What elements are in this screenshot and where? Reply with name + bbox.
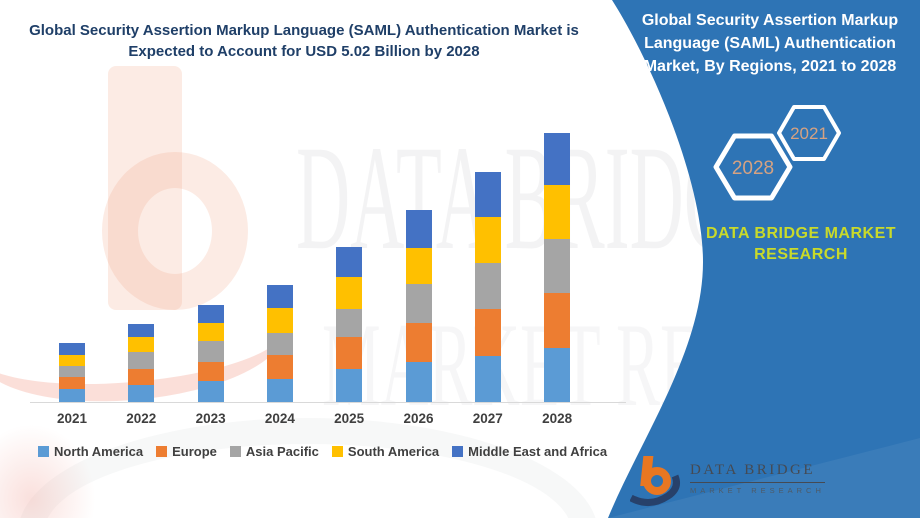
brand-name-text: DATA BRIDGE MARKET RESEARCH — [705, 225, 897, 263]
legend-label: Europe — [172, 444, 217, 459]
bar-segment-2028-middle-east-and-africa — [544, 132, 571, 186]
bar-segment-2021-europe — [59, 377, 85, 389]
legend-label: Middle East and Africa — [468, 444, 608, 459]
x-axis-label-2026: 2026 — [403, 411, 434, 426]
legend-item-north-america: North America — [38, 444, 143, 459]
hexagon-badges: 2021 2028 — [713, 105, 841, 201]
x-axis-label-2021: 2021 — [56, 411, 88, 426]
bar-segment-2022-middle-east-and-africa — [128, 324, 155, 338]
hexagon-2021 — [777, 105, 841, 161]
bar-segment-2026-north-america — [405, 362, 432, 402]
bar-segment-2023-asia-pacific — [197, 340, 224, 363]
bar-segment-2024-asia-pacific — [266, 333, 293, 356]
hex-year-2021: 2021 — [790, 124, 828, 143]
legend-swatch — [331, 446, 343, 457]
bar-segment-2028-south-america — [544, 185, 571, 240]
bar-segment-2024-north-america — [266, 378, 293, 402]
legend-item-europe: Europe — [156, 444, 217, 459]
bar-segment-2024-europe — [266, 355, 293, 379]
legend-swatch — [229, 446, 241, 457]
bar-segment-2021-south-america — [59, 355, 85, 367]
bar-segment-2024-middle-east-and-africa — [266, 285, 293, 308]
bar-segment-2027-europe — [474, 308, 501, 356]
footer-logo: DATA BRIDGE MARKET RESEARCH — [630, 450, 825, 510]
bar-segment-2027-middle-east-and-africa — [474, 171, 501, 218]
x-axis-label-2024: 2024 — [264, 411, 295, 426]
legend-swatch — [156, 446, 168, 457]
data-bridge-logo-icon — [630, 456, 680, 506]
bar-segment-2025-middle-east-and-africa — [336, 247, 363, 278]
legend-item-asia-pacific: Asia Pacific — [229, 444, 319, 459]
legend-swatch — [38, 446, 49, 457]
bar-segment-2026-south-america — [405, 247, 432, 285]
bar-segment-2025-south-america — [336, 277, 363, 309]
legend-item-middle-east-and-africa: Middle East and Africa — [452, 444, 607, 459]
chart-legend: North America Europe Asia Pacific South Ame… — [38, 444, 607, 459]
bar-segment-2025-europe — [336, 337, 363, 370]
bar-segment-2027-asia-pacific — [474, 262, 501, 309]
bar-segment-2025-north-america — [336, 369, 363, 402]
bar-segment-2023-europe — [197, 362, 224, 381]
bar-segment-2022-north-america — [128, 384, 155, 402]
bar-segment-2024-south-america — [266, 307, 293, 334]
bar-segment-2022-south-america — [128, 337, 155, 353]
bar-segment-2028-north-america — [544, 347, 571, 402]
bar-segment-2025-asia-pacific — [336, 308, 363, 338]
legend-item-south-america: South America — [331, 444, 440, 459]
bar-segment-2021-middle-east-and-africa — [59, 343, 85, 356]
blue-panel-shape — [608, 0, 920, 518]
bar-segment-2026-europe — [405, 323, 432, 363]
legend-label: North America — [54, 444, 144, 459]
legend-swatch — [452, 446, 464, 457]
footer-logo-title: DATA BRIDGE — [690, 462, 825, 483]
bar-segment-2021-asia-pacific — [59, 366, 85, 378]
x-axis-label-2022: 2022 — [126, 411, 157, 426]
bar-segment-2022-asia-pacific — [128, 352, 155, 369]
legend-label: South America — [347, 444, 440, 459]
legend-label: Asia Pacific — [245, 444, 319, 459]
bar-segment-2026-asia-pacific — [405, 284, 432, 324]
x-axis-label-2028: 2028 — [542, 411, 573, 426]
footer-logo-subtitle: MARKET RESEARCH — [690, 486, 825, 495]
bar-segment-2022-europe — [128, 368, 155, 385]
bar-segment-2023-middle-east-and-africa — [197, 304, 224, 324]
x-axis-label-2027: 2027 — [472, 411, 503, 426]
hex-year-2028: 2028 — [732, 158, 774, 179]
bar-segment-2023-north-america — [197, 380, 224, 402]
x-axis-line — [30, 402, 626, 403]
chart-title: Global Security Assertion Markup Languag… — [29, 22, 579, 60]
bottom-accent-band — [608, 438, 920, 518]
bar-segment-2023-south-america — [197, 323, 224, 341]
bar-segment-2028-asia-pacific — [544, 239, 571, 294]
bar-segment-2027-north-america — [474, 355, 501, 402]
bar-segment-2027-south-america — [474, 217, 501, 263]
hexagon-2028 — [713, 133, 793, 201]
bar-segment-2028-europe — [544, 293, 571, 348]
x-axis-label-2023: 2023 — [195, 411, 226, 426]
footer-logo-texts: DATA BRIDGE MARKET RESEARCH — [690, 450, 825, 495]
panel-title: Global Security Assertion Markup Languag… — [641, 12, 899, 75]
bar-segment-2026-middle-east-and-africa — [405, 209, 432, 248]
bar-segment-2021-north-america — [59, 388, 85, 402]
x-axis-label-2025: 2025 — [334, 411, 365, 426]
